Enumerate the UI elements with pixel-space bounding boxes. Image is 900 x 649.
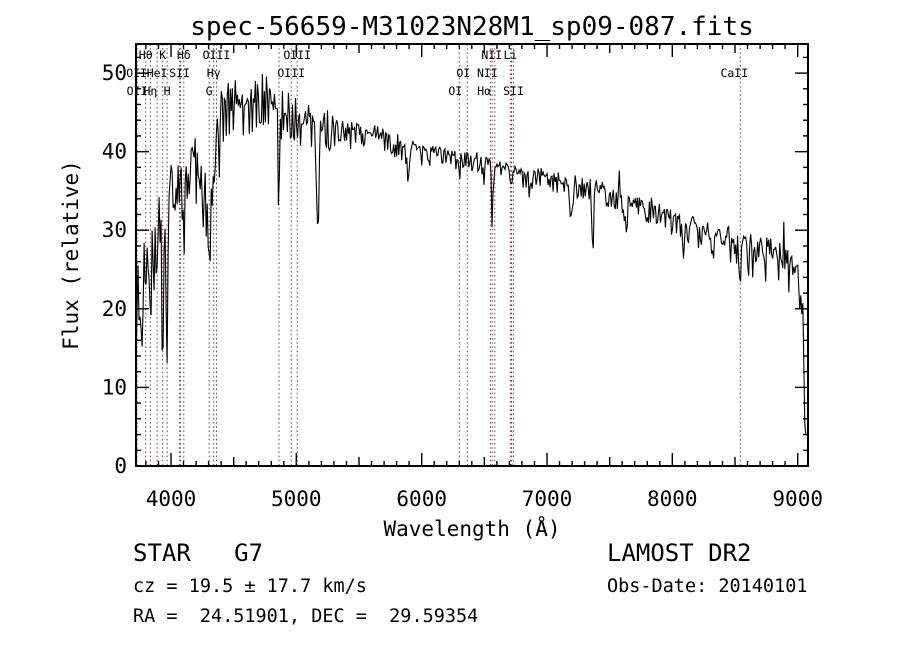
y-axis-label: Flux (relative) bbox=[59, 160, 83, 350]
y-tick-label: 20 bbox=[102, 297, 127, 321]
spectral-line-label: H bbox=[164, 84, 171, 98]
spectral-line-label: OIII bbox=[203, 48, 231, 62]
spectral-line-label: HeI bbox=[147, 66, 168, 80]
spectral-line-label: OIII bbox=[277, 66, 305, 80]
spectral-line-label: OI bbox=[448, 84, 462, 98]
spectral-line-label: OI bbox=[456, 66, 470, 80]
x-tick-label: 6000 bbox=[396, 487, 447, 511]
spectral-line-label: SII bbox=[169, 66, 190, 80]
spectral-line-label: NII bbox=[481, 48, 502, 62]
x-tick-label: 7000 bbox=[522, 487, 573, 511]
axis-ticks bbox=[136, 44, 808, 467]
y-tick-label: 30 bbox=[102, 218, 127, 242]
spectral-line-label: Hα bbox=[477, 84, 491, 98]
y-tick-label: 10 bbox=[102, 375, 127, 399]
spectral-line-label: Hδ bbox=[177, 48, 191, 62]
cz-text: cz = 19.5 ± 17.7 km/s bbox=[133, 576, 367, 597]
spectral-line-label: SII bbox=[503, 84, 524, 98]
obsdate-text: Obs-Date: 20140101 bbox=[607, 576, 807, 597]
spectrum-trace bbox=[136, 73, 807, 435]
x-tick-label: 5000 bbox=[271, 487, 322, 511]
y-tick-label: 50 bbox=[102, 61, 127, 85]
classification-text: STAR G7 bbox=[133, 539, 263, 567]
x-tick-labels: 4000 5000 6000 7000 8000 9000 bbox=[146, 487, 823, 511]
spectral-line-label: OIII bbox=[283, 48, 311, 62]
spectral-line-markers bbox=[136, 44, 741, 466]
plot-border bbox=[135, 43, 809, 467]
y-tick-label: 40 bbox=[102, 140, 127, 164]
x-axis-label: Wavelength (Å) bbox=[383, 515, 560, 541]
spectral-line-label: G bbox=[206, 84, 213, 98]
radec-text: RA = 24.51901, DEC = 29.59354 bbox=[133, 606, 478, 627]
spectral-line-label: CaII bbox=[720, 66, 748, 80]
y-tick-label: 0 bbox=[114, 454, 127, 478]
plot-title: spec-56659-M31023N28M1_sp09-087.fits bbox=[190, 12, 754, 42]
y-tick-labels: 0 10 20 30 40 50 bbox=[102, 61, 127, 478]
x-tick-label: 9000 bbox=[772, 487, 823, 511]
spectral-line-label: Hθ bbox=[139, 48, 153, 62]
spectral-line-label: Hγ bbox=[207, 66, 221, 80]
survey-text: LAMOST DR2 bbox=[607, 539, 752, 567]
spectral-line-label: NII bbox=[477, 66, 498, 80]
spectral-line-label: Hη bbox=[143, 84, 157, 98]
x-tick-label: 8000 bbox=[647, 487, 698, 511]
x-tick-label: 4000 bbox=[146, 487, 197, 511]
spectral-line-label: K bbox=[159, 48, 166, 62]
spectral-line-label: Li bbox=[503, 48, 517, 62]
